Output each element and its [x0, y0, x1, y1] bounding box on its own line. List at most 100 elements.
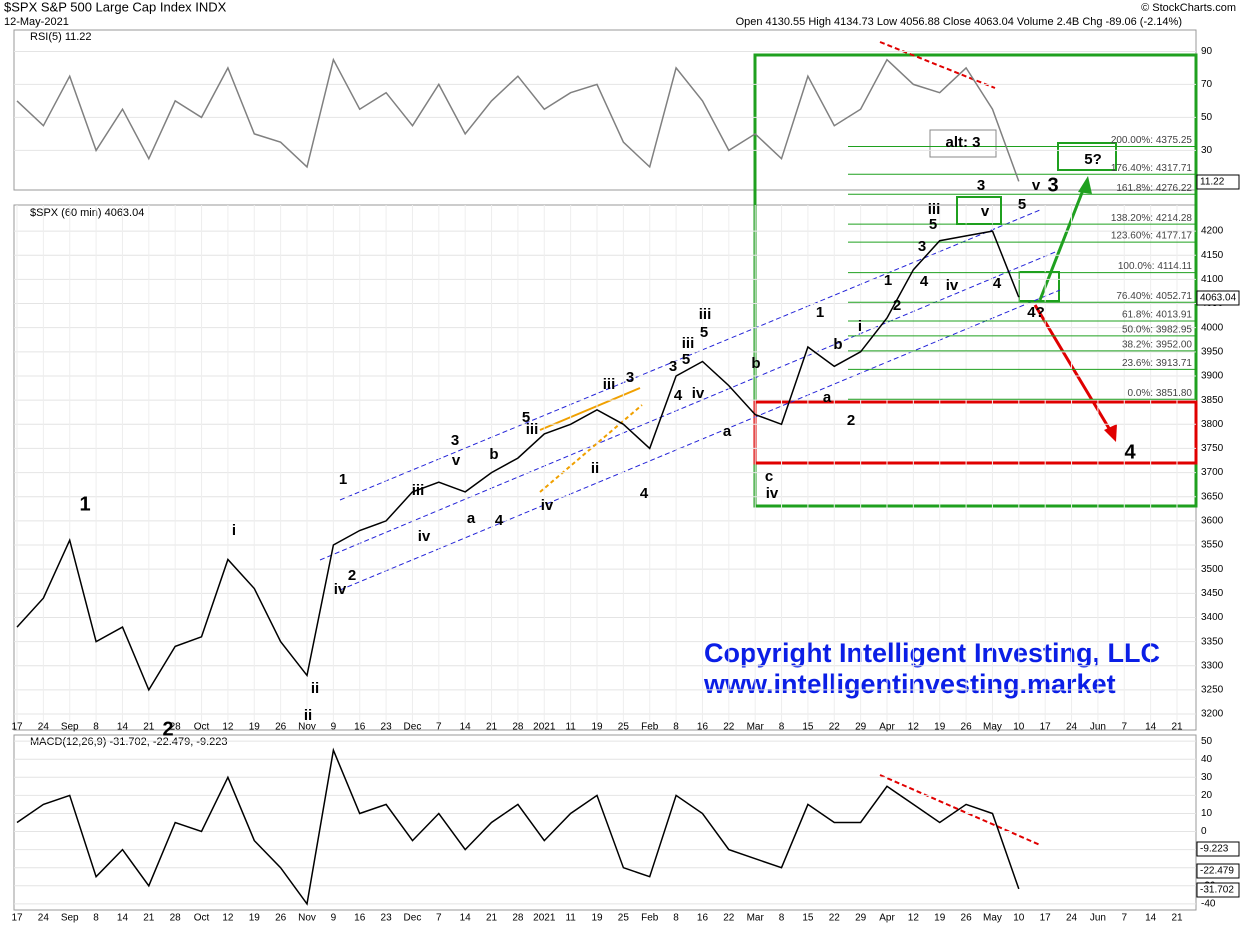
x-tick-label: 15 — [802, 722, 814, 733]
y-tick-label: 3600 — [1201, 516, 1224, 527]
wave-label: 5 — [700, 324, 708, 341]
x-tick-label: Nov — [298, 913, 316, 924]
x-tick-label: 16 — [697, 913, 709, 924]
x-tick-label: 14 — [117, 722, 129, 733]
y-tick-label: 3300 — [1201, 660, 1224, 671]
wave-label: c — [765, 468, 773, 485]
x-tick-label: Mar — [747, 913, 765, 924]
x-tick-label: Dec — [404, 913, 422, 924]
x-tick-label: 21 — [1171, 913, 1183, 924]
callout — [929, 129, 997, 158]
wave-label: 1 — [339, 471, 347, 488]
y-tick-label: 50 — [1201, 736, 1213, 747]
wave-label: i — [858, 318, 862, 335]
x-tick-label: Feb — [641, 913, 659, 924]
arrowhead — [1104, 424, 1117, 442]
x-tick-label: 12 — [222, 913, 234, 924]
y-tick-label: 3400 — [1201, 612, 1224, 623]
wave-label: i — [232, 522, 236, 539]
wave-label: iv — [766, 485, 779, 502]
fib-label: 76.40%: 4052.71 — [1116, 291, 1192, 302]
x-tick-label: 14 — [1145, 722, 1157, 733]
wave-label: 5? — [1084, 151, 1102, 168]
title: $SPX S&P 500 Large Cap Index INDX — [4, 0, 227, 14]
wave-label: b — [489, 446, 498, 463]
last-value-tag: -9.223 — [1200, 844, 1229, 855]
wave-label: 2 — [847, 412, 855, 429]
last-value-tag: -22.479 — [1200, 866, 1234, 877]
y-tick-label: 4100 — [1201, 274, 1224, 285]
series-line — [16, 230, 1020, 692]
wave-label: v — [981, 203, 990, 220]
wave-label: iii — [412, 482, 425, 499]
y-tick-label: 4150 — [1201, 250, 1224, 261]
wave-label: 3 — [1047, 174, 1058, 196]
arrow — [1033, 304, 1112, 431]
copyright: www.intelligentinvesting.market — [703, 669, 1116, 699]
x-tick-label: 8 — [93, 722, 99, 733]
x-tick-label: 26 — [961, 722, 973, 733]
last-value-tag: -31.702 — [1200, 885, 1234, 896]
x-tick-label: Sep — [61, 913, 79, 924]
x-tick-label: Feb — [641, 722, 659, 733]
wave-label: iii — [699, 306, 712, 323]
x-tick-label: 8 — [673, 722, 679, 733]
x-tick-label: 15 — [802, 913, 814, 924]
tag-box — [1196, 290, 1240, 306]
wave-label: 2 — [162, 718, 173, 740]
y-tick-label: 3950 — [1201, 346, 1224, 357]
fib-label: 161.8%: 4276.22 — [1116, 183, 1192, 194]
x-tick-label: 24 — [1066, 722, 1078, 733]
y-tick-label: 30 — [1201, 145, 1213, 156]
x-tick-label: 16 — [354, 722, 366, 733]
wave-label: a — [823, 389, 832, 406]
fib-label: 100.0%: 4114.11 — [1118, 261, 1193, 272]
x-tick-label: 8 — [779, 913, 785, 924]
x-tick-label: 16 — [354, 913, 366, 924]
x-tick-label: 11 — [565, 722, 576, 733]
wave-label: b — [833, 336, 842, 353]
arrow — [539, 387, 641, 431]
wave-label: iii — [682, 335, 695, 352]
x-tick-label: 21 — [143, 722, 155, 733]
wave-label: 4 — [640, 485, 649, 502]
wave-label: 2 — [348, 567, 356, 584]
fib-label: 61.8%: 4013.91 — [1122, 310, 1192, 321]
x-tick-label: 22 — [829, 722, 841, 733]
wave-label: ii — [591, 460, 599, 477]
wave-label: 1 — [816, 304, 824, 321]
source: © StockCharts.com — [1141, 2, 1236, 14]
wave-label: 4 — [495, 512, 504, 529]
fib-label: 0.0%: 3851.80 — [1128, 388, 1193, 399]
wave-label: ii — [304, 707, 312, 724]
fib-label: 176.40%: 4317.71 — [1111, 163, 1193, 174]
x-tick-label: 14 — [1145, 913, 1157, 924]
fib-label: 50.0%: 3982.95 — [1122, 325, 1192, 336]
fib-label: 123.60%: 4177.17 — [1111, 231, 1193, 242]
fib-label: 138.20%: 4214.28 — [1111, 213, 1193, 224]
x-tick-label: 25 — [618, 913, 630, 924]
last-value-tag: 4063.04 — [1200, 293, 1237, 304]
x-tick-label: 9 — [331, 722, 337, 733]
x-tick-label: 14 — [460, 913, 472, 924]
y-tick-label: 70 — [1201, 79, 1213, 90]
y-tick-label: 20 — [1201, 790, 1213, 801]
wave-label: 1 — [884, 272, 892, 289]
wave-label: iii — [526, 421, 539, 438]
x-tick-label: Dec — [404, 722, 422, 733]
wave-label: iv — [946, 277, 959, 294]
x-tick-label: 8 — [779, 722, 785, 733]
x-tick-label: 7 — [1121, 913, 1127, 924]
x-tick-label: 26 — [275, 913, 287, 924]
x-tick-label: Apr — [879, 913, 895, 924]
x-tick-label: 29 — [855, 913, 867, 924]
x-tick-label: 28 — [170, 722, 182, 733]
wave-label: 5 — [1018, 196, 1026, 213]
box — [1057, 142, 1117, 171]
x-tick-label: 17 — [1040, 913, 1052, 924]
y-tick-label: 3900 — [1201, 371, 1224, 382]
x-tick-label: 21 — [143, 913, 155, 924]
x-tick-label: May — [983, 722, 1002, 733]
x-tick-label: 9 — [331, 913, 337, 924]
